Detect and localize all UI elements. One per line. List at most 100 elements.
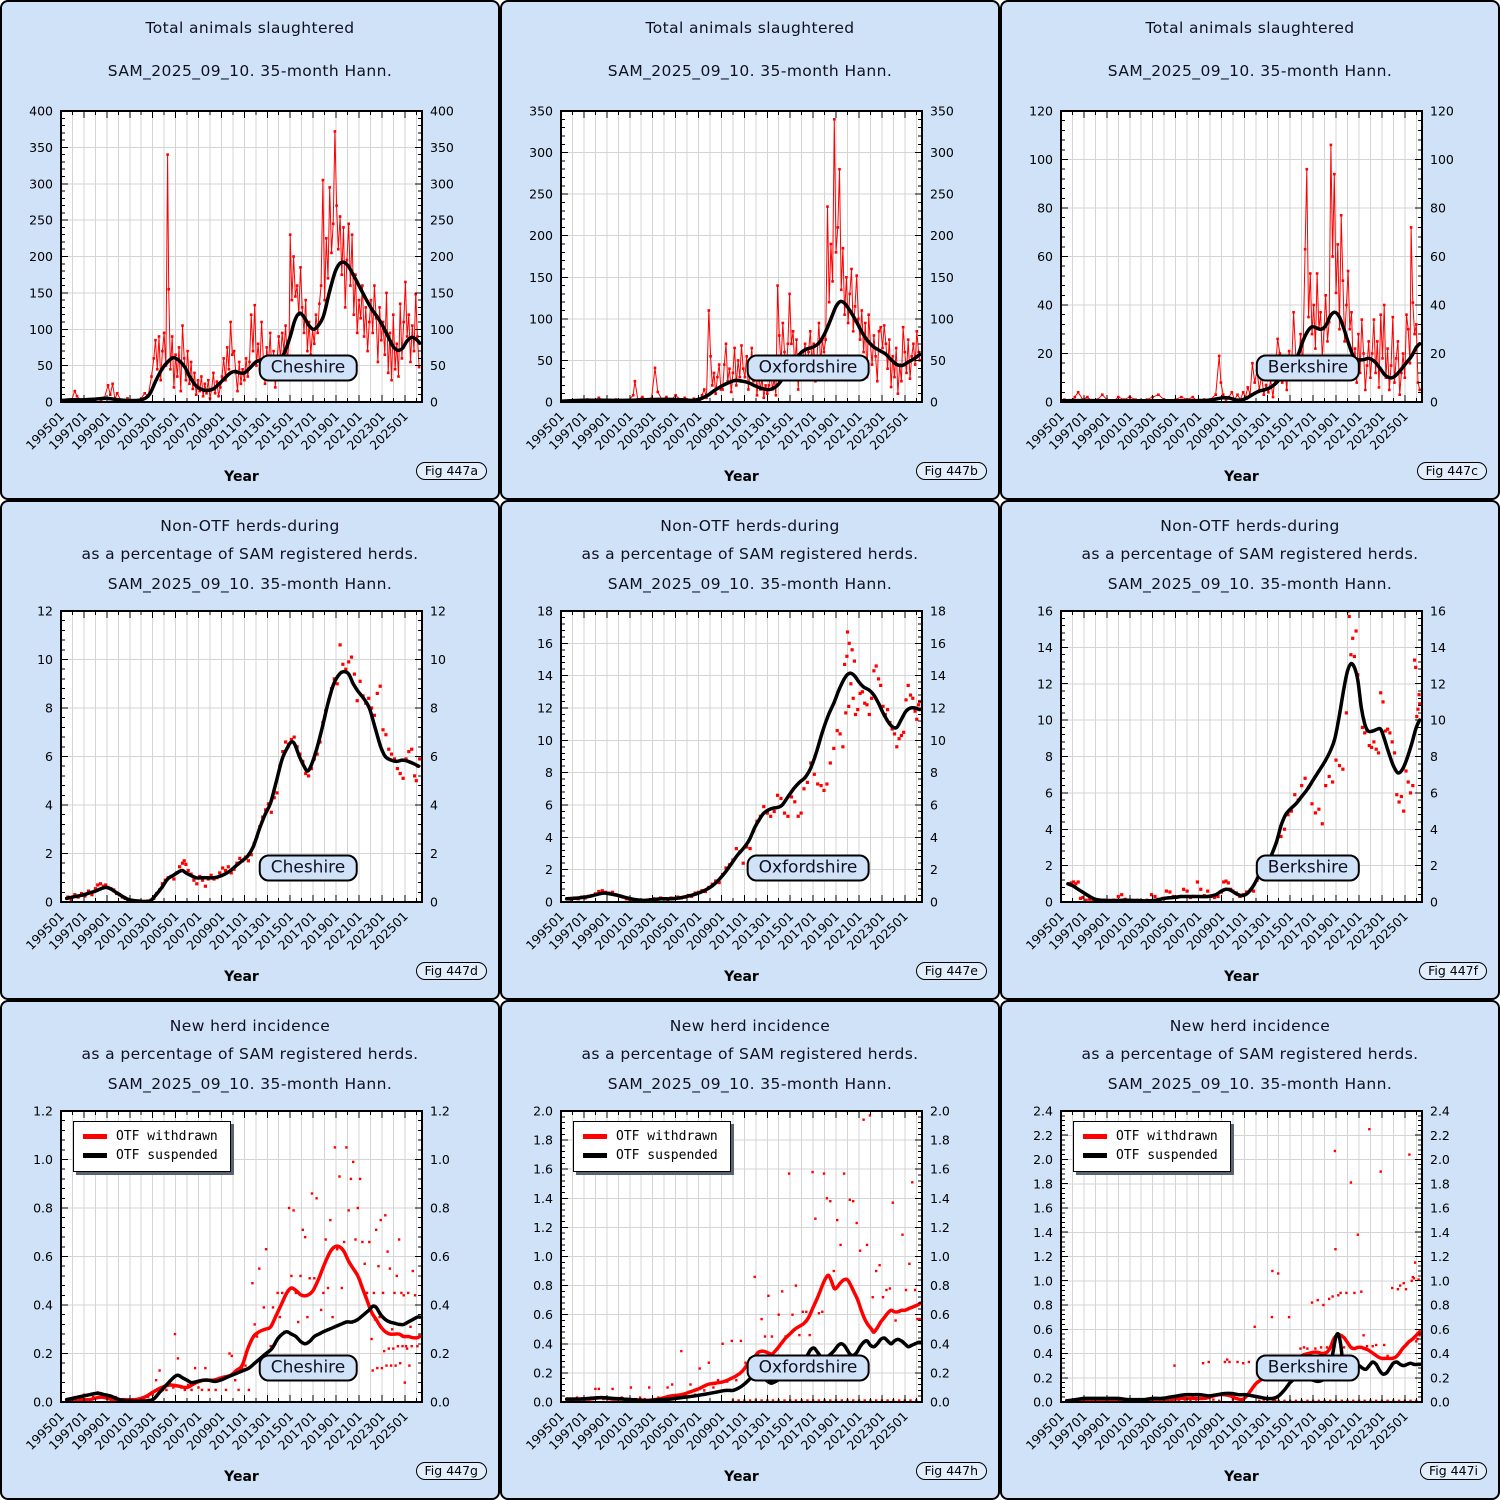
y-tick-label: 20 <box>1430 346 1446 361</box>
legend: OTF withdrawn OTF suspended <box>73 1121 231 1172</box>
y-tick-label: 1.6 <box>1430 1201 1450 1216</box>
chart-panel-fig-447d: Non-OTF herds-during as a percentage of S… <box>0 500 500 1000</box>
y-tick-label: 250 <box>430 213 454 228</box>
county-label: Berkshire <box>1255 354 1361 382</box>
x-axis-title: Year <box>724 969 759 985</box>
y-tick-label: 300 <box>430 176 454 191</box>
legend-item: OTF suspended <box>83 1146 218 1165</box>
chart-subtitle: SAM_2025_09_10. 35-month Hann. <box>107 575 393 593</box>
y-tick-label: 0 <box>430 895 438 910</box>
y-tick-label: 1.2 <box>33 1104 53 1119</box>
y-tick-label: 12 <box>537 701 553 716</box>
county-label: Cheshire <box>258 854 358 882</box>
y-tick-label: 0.6 <box>33 1249 53 1264</box>
y-tick-label: 1.6 <box>1033 1201 1053 1216</box>
y-tick-label: 2 <box>1045 858 1053 873</box>
y-tick-label: 80 <box>1037 201 1053 216</box>
chart-title: Non-OTF herds-during <box>160 517 340 535</box>
y-tick-label: 2.4 <box>1430 1104 1450 1119</box>
y-tick-label: 250 <box>29 213 53 228</box>
y-tick-label: 4 <box>930 830 938 845</box>
legend-swatch-black-icon <box>83 1153 107 1158</box>
y-tick-label: 2.0 <box>930 1104 950 1119</box>
y-tick-label: 60 <box>1430 249 1446 264</box>
chart-subtitle: SAM_2025_09_10. 35-month Hann. <box>1107 575 1393 593</box>
chart-panel-fig-447a: Total animals slaughtered SAM_2025_09_10.… <box>0 0 500 500</box>
y-tick-label: 0.4 <box>1033 1346 1053 1361</box>
x-axis-title: Year <box>1224 1469 1259 1485</box>
y-tick-label: 120 <box>1430 104 1454 119</box>
chart-subtitle: as a percentage of SAM registered herds. <box>1081 545 1419 563</box>
chart-subtitle: as a percentage of SAM registered herds. <box>581 545 919 563</box>
y-tick-label: 400 <box>29 104 53 119</box>
y-tick-label: 100 <box>930 311 954 326</box>
y-tick-label: 2.4 <box>1033 1104 1053 1119</box>
y-tick-label: 4 <box>45 798 53 813</box>
fig-label: Fig 447h <box>915 1462 987 1480</box>
y-tick-label: 1.8 <box>533 1133 553 1148</box>
y-tick-label: 0.0 <box>33 1395 53 1410</box>
y-tick-label: 350 <box>29 140 53 155</box>
y-tick-label: 0.2 <box>1033 1370 1053 1385</box>
y-tick-label: 14 <box>930 668 946 683</box>
y-tick-label: 1.0 <box>930 1249 950 1264</box>
black-smooth-line <box>1061 310 1422 402</box>
y-tick-label: 12 <box>930 701 946 716</box>
y-tick-label: 1.0 <box>430 1152 450 1167</box>
y-tick-label: 350 <box>529 104 553 119</box>
y-tick-label: 0.0 <box>930 1395 950 1410</box>
chart-title: Non-OTF herds-during <box>1160 517 1340 535</box>
y-tick-label: 0.6 <box>430 1249 450 1264</box>
chart-subtitle: as a percentage of SAM registered herds. <box>581 1045 919 1063</box>
y-tick-label: 20 <box>1037 346 1053 361</box>
y-tick-label: 8 <box>1045 749 1053 764</box>
y-tick-label: 0.8 <box>1033 1298 1053 1313</box>
y-tick-label: 2.0 <box>1033 1152 1053 1167</box>
plot-area: 0.0 0.0 0.2 0.2 0.4 0.4 0.6 0.6 0.8 0.8 1.0 1.0 1.2 1… <box>23 1104 450 1453</box>
y-tick-label: 100 <box>1430 152 1454 167</box>
plot-frame <box>560 610 923 903</box>
fig-label: Fig 447g <box>415 1462 487 1480</box>
plot-area: 0 0 50 50 100 100 150 150 200 200 250 250 300 300 350 3… <box>23 104 454 453</box>
y-tick-label: 0.8 <box>430 1201 450 1216</box>
y-tick-label: 150 <box>29 285 53 300</box>
legend-label: OTF suspended <box>116 1148 218 1163</box>
y-tick-label: 350 <box>930 104 954 119</box>
y-tick-label: 14 <box>537 668 553 683</box>
legend-swatch-black-icon <box>1083 1153 1107 1158</box>
y-tick-label: 50 <box>430 358 446 373</box>
y-tick-label: 150 <box>529 270 553 285</box>
y-tick-label: 16 <box>537 636 553 651</box>
y-tick-label: 12 <box>1037 676 1053 691</box>
chart-subtitle: SAM_2025_09_10. 35-month Hann. <box>107 62 393 80</box>
y-tick-label: 120 <box>1029 104 1053 119</box>
y-tick-label: 0.4 <box>1430 1346 1450 1361</box>
county-label: Cheshire <box>258 354 358 382</box>
y-tick-label: 6 <box>1430 785 1438 800</box>
y-tick-label: 0.8 <box>1430 1298 1450 1313</box>
y-tick-label: 350 <box>430 140 454 155</box>
chart-title: New herd incidence <box>169 1017 331 1035</box>
chart-subtitle: SAM_2025_09_10. 35-month Hann. <box>1107 62 1393 80</box>
black-smooth-line <box>564 671 922 902</box>
y-tick-label: 50 <box>37 358 53 373</box>
y-tick-label: 0.0 <box>1430 1395 1450 1410</box>
y-tick-label: 1.2 <box>1430 1249 1450 1264</box>
y-tick-label: 0.2 <box>1430 1370 1450 1385</box>
legend-item: OTF suspended <box>1083 1146 1218 1165</box>
legend-swatch-red-icon <box>583 1134 607 1139</box>
black-smooth-line <box>1066 661 1422 902</box>
y-tick-label: 1.0 <box>33 1152 53 1167</box>
y-tick-label: 0.0 <box>533 1395 553 1410</box>
y-tick-label: 250 <box>529 187 553 202</box>
legend-label: OTF withdrawn <box>1116 1129 1218 1144</box>
y-tick-label: 0 <box>430 395 438 410</box>
chart-panel-fig-447e: Non-OTF herds-during as a percentage of S… <box>500 500 1000 1000</box>
y-tick-label: 100 <box>1029 152 1053 167</box>
y-tick-label: 100 <box>529 311 553 326</box>
y-tick-label: 18 <box>930 604 946 619</box>
y-tick-label: 10 <box>930 733 946 748</box>
y-tick-label: 0.8 <box>33 1201 53 1216</box>
chart-subtitle: as a percentage of SAM registered herds. <box>81 1045 419 1063</box>
